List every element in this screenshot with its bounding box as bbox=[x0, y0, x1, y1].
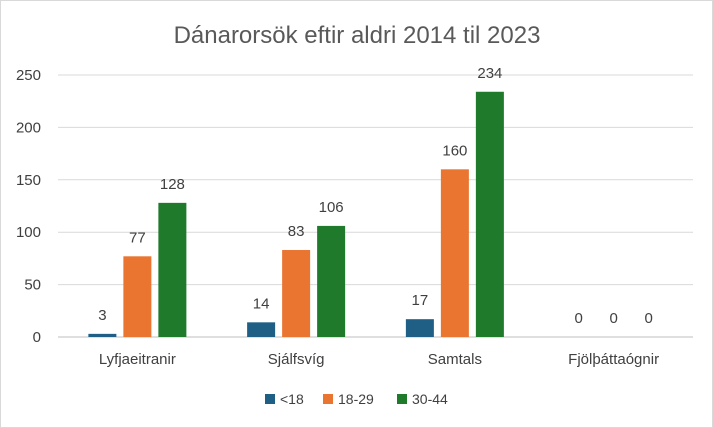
y-tick-label: 200 bbox=[16, 119, 41, 136]
legend-swatch bbox=[397, 394, 407, 404]
legend: <18 18-29 30-44 bbox=[265, 391, 448, 407]
data-label: 234 bbox=[477, 65, 502, 82]
bar bbox=[405, 319, 434, 337]
bar bbox=[88, 333, 117, 337]
data-label: 3 bbox=[98, 307, 106, 324]
chart-title: Dánarorsök eftir aldri 2014 til 2023 bbox=[174, 22, 541, 49]
data-labels: 3 77 128 14 83 106 17 160 234 0 0 0 bbox=[98, 65, 653, 327]
bar bbox=[282, 250, 311, 337]
y-tick-label: 100 bbox=[16, 224, 41, 241]
x-axis-categories: Lyfjaeitranir Sjálfsvíg Samtals Fjölþáttaóg… bbox=[99, 351, 659, 368]
data-label: 106 bbox=[319, 199, 344, 216]
y-tick-label: 0 bbox=[33, 329, 41, 346]
data-label: 17 bbox=[412, 292, 429, 309]
legend-swatch bbox=[265, 394, 275, 404]
legend-swatch bbox=[323, 394, 333, 404]
bar bbox=[247, 322, 276, 337]
data-label: 83 bbox=[288, 223, 305, 240]
data-label: 160 bbox=[442, 142, 467, 159]
y-axis-ticks: 0 50 100 150 200 250 bbox=[16, 67, 41, 346]
gridlines bbox=[58, 74, 693, 338]
x-category-label: Sjálfsvíg bbox=[268, 351, 325, 368]
bar bbox=[475, 91, 504, 337]
bar bbox=[440, 169, 469, 337]
data-label: 0 bbox=[609, 310, 617, 327]
legend-label: <18 bbox=[280, 391, 304, 407]
bar bbox=[158, 202, 187, 337]
y-tick-label: 50 bbox=[24, 277, 41, 294]
x-category-label: Samtals bbox=[428, 351, 482, 368]
data-label: 0 bbox=[574, 310, 582, 327]
bar bbox=[123, 256, 152, 337]
y-tick-label: 250 bbox=[16, 67, 41, 84]
x-category-label: Lyfjaeitranir bbox=[99, 351, 176, 368]
legend-label: 18-29 bbox=[338, 391, 374, 407]
data-label: 0 bbox=[644, 310, 652, 327]
bars bbox=[88, 91, 504, 337]
legend-label: 30-44 bbox=[412, 391, 448, 407]
bar bbox=[317, 225, 346, 337]
x-category-label: Fjölþáttaógnir bbox=[568, 351, 659, 368]
y-tick-label: 150 bbox=[16, 172, 41, 189]
data-label: 128 bbox=[160, 176, 185, 193]
data-label: 14 bbox=[253, 295, 270, 312]
data-label: 77 bbox=[129, 229, 146, 246]
